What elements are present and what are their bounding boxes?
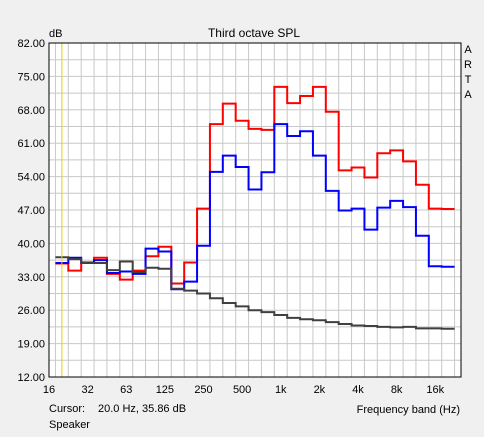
- y-tick-label: 54.00: [17, 172, 45, 184]
- y-tick-label: 82.00: [17, 38, 45, 50]
- series-group: [55, 85, 455, 330]
- source-label: Speaker: [49, 419, 90, 431]
- y-tick-labels: 82.00 75.00 68.00 61.00 54.00 47.00 40.00 33.00…: [17, 38, 45, 384]
- series-line-1: [55, 85, 455, 285]
- x-tick-label: 4k: [352, 384, 364, 396]
- x-axis-label: Frequency band (Hz): [357, 404, 460, 416]
- y-axis-label: dB: [49, 28, 62, 40]
- x-tick-label: 32: [82, 384, 94, 396]
- x-tick-labels: 16 32 63 125 250 500 1k 2k 4k 8k 16k: [43, 384, 445, 396]
- x-tick-label: 16: [43, 384, 55, 396]
- x-tick-label: 1k: [275, 384, 287, 396]
- series-line-3: [55, 256, 455, 330]
- side-label-letter: T: [465, 74, 472, 86]
- chart-grid: [49, 43, 461, 377]
- y-tick-label: 33.00: [17, 272, 45, 284]
- y-tick-label: 19.00: [17, 339, 45, 351]
- y-tick-label: 75.00: [17, 71, 45, 83]
- y-tick-label: 47.00: [17, 205, 45, 217]
- x-tick-label: 16k: [426, 384, 444, 396]
- x-tick-label: 2k: [314, 384, 326, 396]
- y-tick-label: 12.00: [17, 372, 45, 384]
- series-line-2: [55, 123, 455, 291]
- x-tick-label: 63: [120, 384, 132, 396]
- chart-title: Third octave SPL: [208, 26, 300, 40]
- plot-frame: [48, 42, 462, 378]
- cursor-label: Cursor:: [49, 403, 86, 415]
- x-tick-label: 500: [233, 384, 251, 396]
- y-tick-label: 26.00: [17, 305, 45, 317]
- side-label-letter: R: [464, 59, 472, 71]
- cursor-readout: 20.0 Hz, 35.86 dB: [98, 403, 187, 415]
- x-tick-label: 125: [156, 384, 174, 396]
- side-label-letter: A: [464, 44, 472, 56]
- y-tick-label: 61.00: [17, 138, 45, 150]
- side-label-letter: A: [464, 89, 472, 101]
- y-tick-label: 68.00: [17, 105, 45, 117]
- x-tick-label: 250: [194, 384, 212, 396]
- x-tick-label: 8k: [391, 384, 403, 396]
- y-tick-label: 40.00: [17, 238, 45, 250]
